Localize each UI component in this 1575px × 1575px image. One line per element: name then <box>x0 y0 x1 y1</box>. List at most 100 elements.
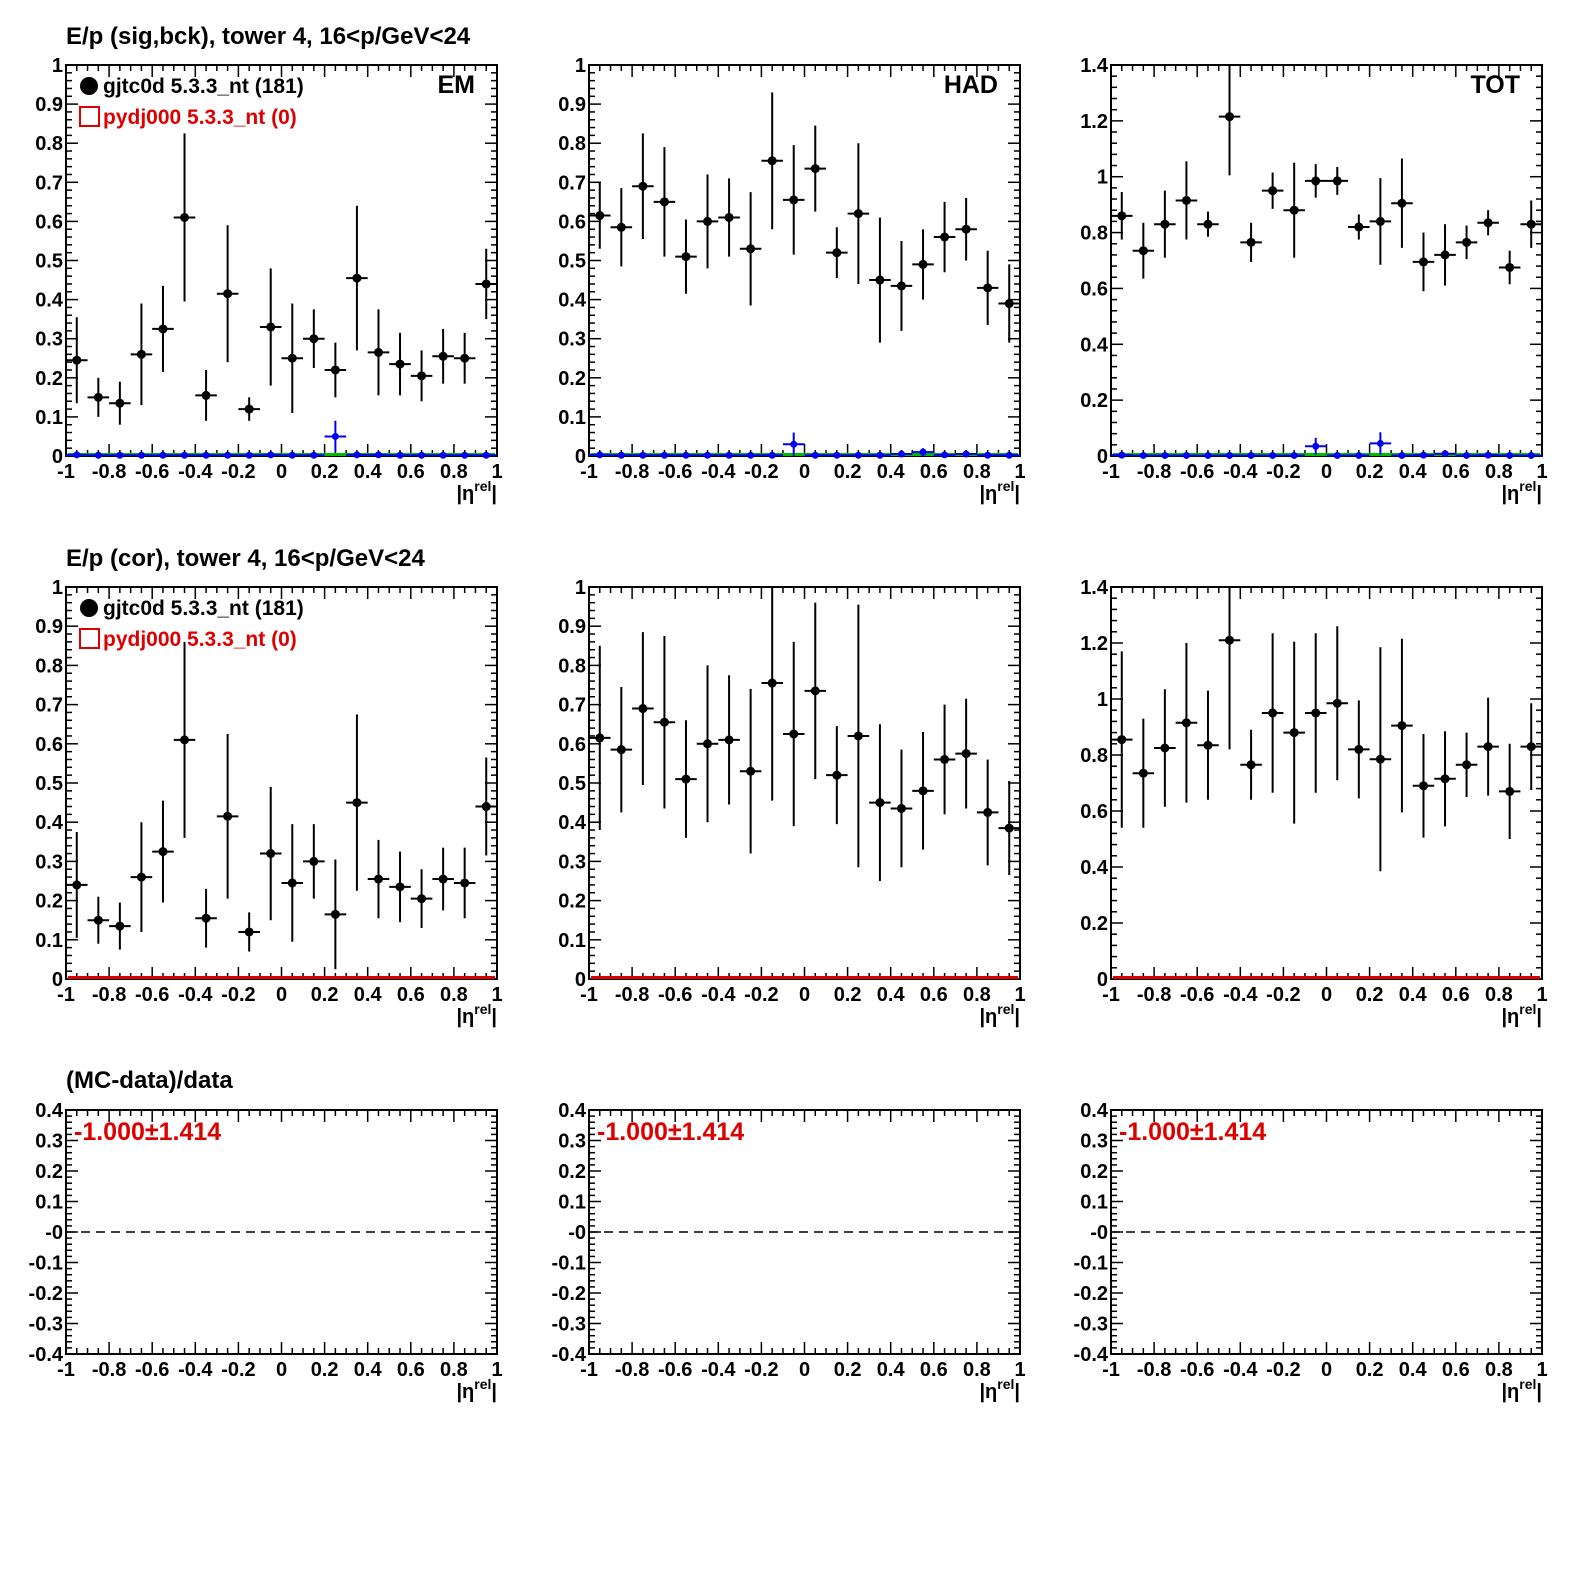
panel-r0c0-data-point <box>238 397 260 421</box>
panel-r2c0-xtick-label: 0.2 <box>311 1359 339 1381</box>
panel-r0c1-xtick-label: -0.4 <box>701 461 736 483</box>
panel-r0c1-xtick-label: -0.8 <box>615 461 649 483</box>
panel-r0c0-marker <box>287 353 297 363</box>
panel-r1c0-data-point <box>259 786 282 921</box>
panel-r0c2-ytick-label: 0.6 <box>1080 278 1108 300</box>
panel-r0c0-ytick-label: 1 <box>52 55 63 77</box>
panel-r0c0-marker <box>309 334 319 344</box>
panel-r1c0-marker <box>330 909 340 919</box>
panel-r0c0-data-point <box>432 328 454 384</box>
panel-r0c0-bck-point <box>367 451 390 459</box>
panel-r1c1-data-point <box>675 720 697 838</box>
panel-r0c1-data-point <box>653 147 676 257</box>
panel-r0c2-marker <box>1269 451 1277 459</box>
panel-r0c2-xtick-label: 0.6 <box>1442 461 1470 483</box>
panel-r1c1-xtick-label: -0.2 <box>744 984 778 1006</box>
panel-r0c2-ytick-label: 0.2 <box>1080 390 1108 412</box>
panel-r0c2-ytick-label: 1.2 <box>1080 111 1108 133</box>
panel-r1c0-xtick-label: 0 <box>276 984 287 1006</box>
panel-r0c1-ytick-label: 0.3 <box>558 329 586 351</box>
panel-r1c2-data-point <box>1326 626 1349 781</box>
panel-r1c2-marker <box>1181 718 1191 728</box>
panel-r1c1-ytick-label: 0.3 <box>558 851 586 873</box>
panel-r1c0-xtick-label: 0.2 <box>311 984 339 1006</box>
panel-r0c2-bck-point <box>1455 451 1478 459</box>
panel-r1c2-xtick-label: -1 <box>1102 984 1120 1006</box>
panel-r1c1-data-point <box>955 698 977 809</box>
panel-r1c1-data-point <box>826 726 848 825</box>
panel-r0c1-marker <box>961 224 971 234</box>
panel-r0c0-ytick-label: 0.1 <box>35 407 63 429</box>
panel-r1c1-xtick-label: -0.4 <box>701 984 736 1006</box>
panel-r1c2-xaxis-label: |ηrel| <box>1501 1001 1542 1028</box>
panel-r1c1-data-point <box>933 704 956 815</box>
panel-r1c0-data-point <box>238 912 260 952</box>
panel-r0c2-xaxis-label: |ηrel| <box>1501 478 1542 505</box>
panel-r1c2-ytick-label: 0.4 <box>1080 857 1109 879</box>
panel-r0c2-bck-point <box>1326 451 1349 459</box>
panel-r0c1-data-point <box>955 197 977 261</box>
panel-r0c2-xtick-label: -0.4 <box>1223 461 1258 483</box>
panel-r0c1: -1 -0.8 -0.6 -0.4 -0.2 0 0.2 0.4 0.6 0.8 1|ηrel|00… <box>558 55 1025 505</box>
panel-r0c1-xtick-label: 1 <box>1014 461 1025 483</box>
panel-r2c2-xtick-label: -0.6 <box>1180 1359 1214 1381</box>
panel-r0c0-marker <box>288 451 296 459</box>
panel-r0c0-bck-point <box>130 451 153 459</box>
panel-r0c1-ytick-label: 1 <box>575 55 586 77</box>
panel-r2c0-ytick-label: 0.3 <box>35 1131 63 1153</box>
panel-r1c2-marker <box>1526 742 1536 752</box>
panel-r1c0-ytick-label: 0.5 <box>35 773 63 795</box>
panel-r0c0-marker <box>352 273 362 283</box>
panel-r0c0-marker <box>396 451 404 459</box>
panel-r1c1-xtick-label: 0.8 <box>963 984 991 1006</box>
panel-r2c1-ytick-label: 0.1 <box>558 1192 586 1214</box>
panel-r0c2-marker <box>1354 222 1364 232</box>
panel-r0c0-bck-point <box>238 451 260 459</box>
panel-r0c0-marker <box>180 212 190 222</box>
panel-r0c2-bck-point <box>1240 451 1262 459</box>
panel-r0c2-marker <box>1419 451 1427 459</box>
panel-r1c0-data-point <box>367 839 390 919</box>
panel-r1c2-xtick-label: -0.2 <box>1266 984 1300 1006</box>
panel-r0c1-marker <box>875 275 885 285</box>
panel-r2c2-xtick-label: 0.8 <box>1485 1359 1513 1381</box>
panel-r0c0-marker <box>418 451 426 459</box>
panel-r1c2-marker <box>1268 708 1278 718</box>
panel-r1c0-data-point <box>281 824 304 942</box>
panel-r0c2-ytick-label: 1 <box>1097 167 1108 189</box>
panel-r0c2-data-point <box>1175 161 1198 240</box>
panel-r1c2-data-point <box>1455 732 1478 797</box>
panel-r0c0-xtick-label: -0.8 <box>92 461 126 483</box>
panel-r0c2-data-point <box>1348 214 1370 240</box>
panel-r0c2-xtick-label: -0.6 <box>1180 461 1214 483</box>
panel-r2c0-ratio-text: -1.000±1.414 <box>74 1118 221 1146</box>
panel-r0c2-xtick-label: 0.2 <box>1356 461 1384 483</box>
panel-r2c1-xtick-label: 0 <box>799 1359 810 1381</box>
panel-r0c0-xaxis-label: |ηrel| <box>456 478 497 505</box>
panel-r2c0-xtick-label: -0.8 <box>92 1359 126 1381</box>
panel-r1c0-marker <box>136 872 146 882</box>
panel-r0c1-xaxis-label: |ηrel| <box>979 478 1020 505</box>
panel-r0c2-marker <box>1333 451 1341 459</box>
panel-r0c1-bck-point <box>976 451 999 459</box>
panel-r0c1-marker <box>639 451 647 459</box>
panel-r0c1-data-point <box>804 125 827 212</box>
panel-r0c2-marker <box>1355 451 1363 459</box>
panel-r0c0-marker <box>460 353 470 363</box>
panel-r0c1-bck-point <box>933 451 956 459</box>
panel-r0c1-marker <box>941 451 949 459</box>
panel-r0c1-data-point <box>890 240 913 331</box>
panel-r0c0-ytick-label: 0.7 <box>35 172 63 194</box>
panel-r2c1-ratio-text: -1.000±1.414 <box>597 1118 744 1146</box>
panel-r2c2-xtick-label: 0.4 <box>1399 1359 1428 1381</box>
panel-r0c2-marker <box>1375 216 1385 226</box>
panel-r0c2-data-point <box>1477 210 1499 236</box>
panel-r0c1-ytick-label: 0.4 <box>558 290 587 312</box>
panel-r1c1-xtick-label: -0.8 <box>615 984 649 1006</box>
panel-r1c0-marker <box>460 878 470 888</box>
panel-r0c2-marker <box>1225 112 1235 122</box>
panel-r1c1-xtick-label: 0.6 <box>920 984 948 1006</box>
panel-r0c2-data-point <box>1391 158 1413 248</box>
panel-r0c2-marker <box>1505 262 1515 272</box>
